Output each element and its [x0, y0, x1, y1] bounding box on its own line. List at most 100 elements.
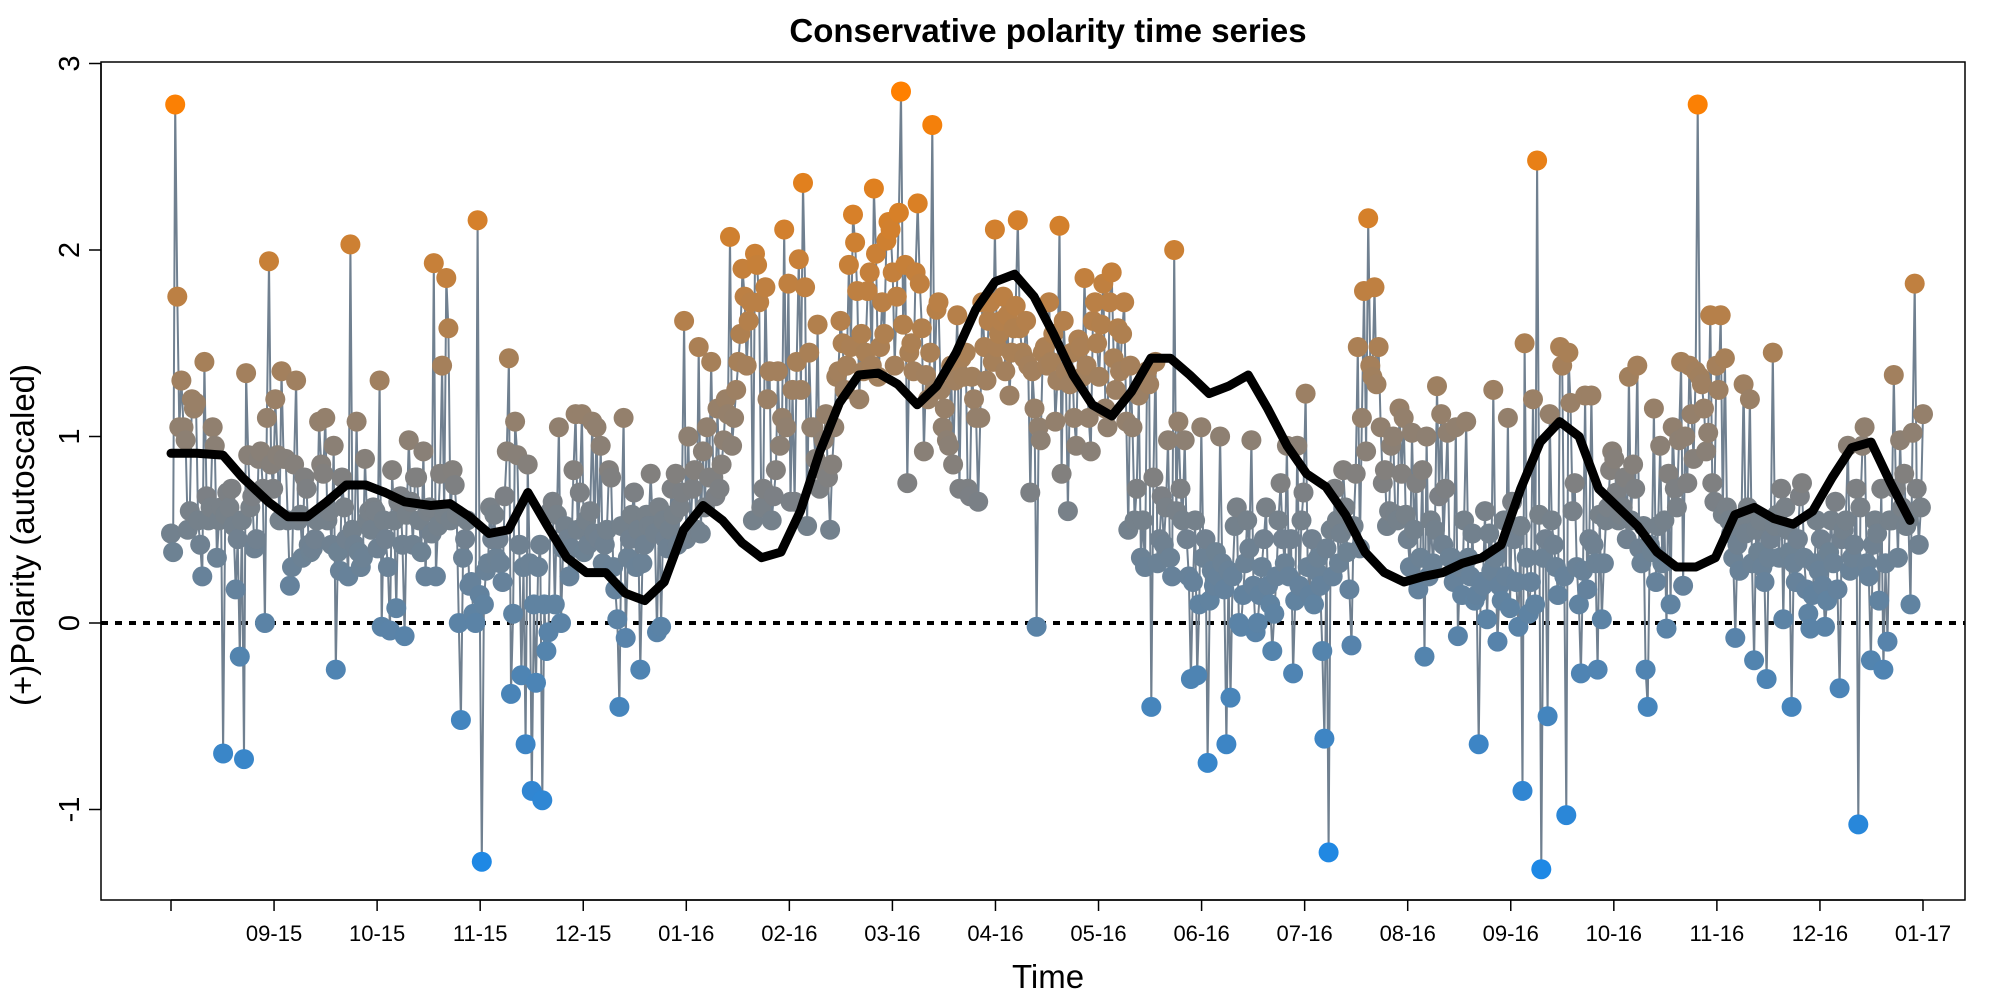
data-point: [1158, 430, 1178, 451]
data-point: [1356, 441, 1377, 462]
data-point: [1654, 510, 1675, 531]
data-point: [509, 534, 530, 555]
data-point: [874, 323, 895, 344]
data-point: [1691, 374, 1712, 395]
data-point: [1168, 411, 1189, 432]
data-point: [515, 734, 536, 755]
data-point: [774, 219, 795, 240]
y-tick-label: 0: [54, 615, 86, 631]
data-point: [1270, 473, 1291, 494]
data-point: [1241, 430, 1262, 451]
data-point: [893, 314, 914, 335]
data-point: [1374, 460, 1395, 481]
data-point: [256, 407, 277, 428]
data-point: [1456, 411, 1477, 432]
data-point: [1756, 669, 1777, 689]
data-point: [1787, 529, 1808, 550]
data-point: [1283, 663, 1304, 684]
data-point: [526, 672, 546, 693]
data-point: [907, 193, 928, 214]
data-point: [1026, 616, 1047, 637]
data-point: [263, 478, 284, 499]
data-point: [1170, 478, 1191, 499]
data-point: [1016, 310, 1037, 331]
data-point: [790, 379, 811, 400]
data-point: [1256, 497, 1276, 518]
data-point: [1268, 510, 1289, 531]
data-point: [1030, 430, 1051, 451]
data-point: [517, 454, 538, 475]
data-point: [928, 292, 949, 313]
data-point: [711, 454, 732, 475]
data-point: [901, 333, 922, 354]
data-point: [1520, 572, 1541, 592]
data-point: [1623, 454, 1644, 475]
data-point: [1087, 333, 1108, 354]
x-tick-label: 12-15: [555, 921, 611, 946]
data-point: [621, 504, 642, 525]
data-point: [1650, 435, 1671, 456]
data-point: [1873, 659, 1894, 680]
data-point: [1122, 417, 1143, 438]
data-point: [1301, 529, 1322, 550]
x-tick-label: 09-15: [246, 921, 302, 946]
x-tick-label: 04-16: [967, 921, 1023, 946]
data-point: [1475, 501, 1495, 522]
data-point: [1253, 529, 1274, 550]
data-point: [624, 482, 644, 503]
data-point: [976, 370, 997, 391]
data-point: [1422, 553, 1443, 574]
y-tick-label: 1: [54, 428, 86, 444]
data-point: [799, 342, 820, 363]
data-point: [1391, 463, 1412, 484]
data-point: [259, 251, 279, 272]
data-point: [1424, 519, 1445, 540]
data-point: [1281, 529, 1301, 550]
data-point: [1913, 404, 1933, 425]
data-point: [995, 361, 1016, 382]
data-point: [1900, 594, 1921, 615]
data-point: [313, 463, 334, 484]
data-point: [340, 234, 361, 255]
data-point: [1435, 478, 1456, 499]
data-point: [1295, 383, 1316, 404]
data-point: [438, 318, 459, 339]
data-point: [352, 547, 373, 568]
data-point: [859, 262, 880, 283]
data-point: [1687, 94, 1708, 115]
data-point: [1091, 314, 1112, 335]
data-point: [532, 790, 553, 811]
data-point: [221, 478, 242, 499]
data-point: [1883, 365, 1904, 385]
data-point: [1568, 594, 1589, 615]
data-point: [1262, 641, 1283, 661]
data-point: [1412, 460, 1433, 481]
data-point: [909, 273, 930, 294]
data-point: [830, 310, 851, 331]
x-tick-label: 08-16: [1380, 921, 1436, 946]
data-point: [776, 417, 797, 438]
data-point: [1351, 407, 1372, 428]
data-point: [1846, 478, 1867, 499]
x-tick-label: 03-16: [864, 921, 920, 946]
data-point: [165, 94, 186, 115]
data-point: [1827, 579, 1848, 600]
data-point: [651, 616, 672, 637]
data-point: [1197, 752, 1218, 773]
data-point: [386, 598, 407, 619]
data-point: [1345, 463, 1366, 484]
data-point: [394, 626, 415, 647]
data-point: [1431, 404, 1452, 425]
data-point: [807, 314, 828, 335]
data-point: [586, 417, 607, 438]
data-point: [503, 603, 524, 624]
data-point: [501, 683, 521, 704]
data-point: [1823, 553, 1844, 574]
data-point: [1558, 342, 1579, 363]
series-group: [161, 81, 1933, 880]
data-point: [229, 646, 250, 667]
data-point: [236, 363, 257, 384]
data-point: [444, 475, 465, 495]
data-point: [1049, 215, 1070, 236]
